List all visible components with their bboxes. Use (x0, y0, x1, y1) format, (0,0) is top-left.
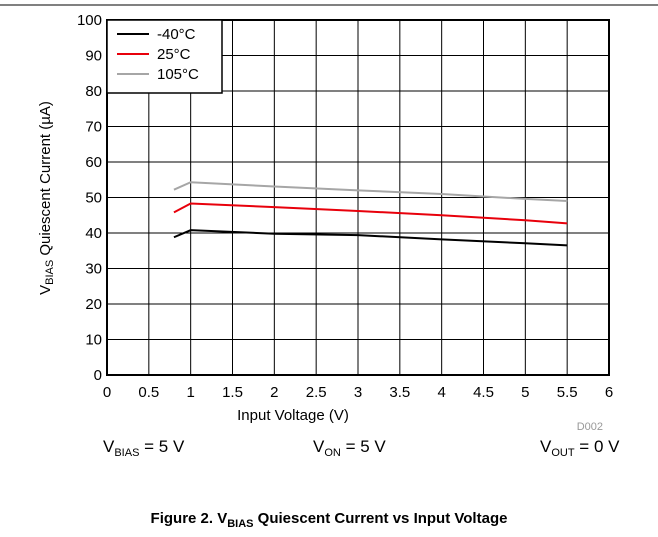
x-tick-label: 5.5 (557, 384, 578, 401)
x-tick-label: 0.5 (138, 384, 159, 401)
legend-label: 105°C (157, 66, 199, 83)
x-tick-label: 3.5 (389, 384, 410, 401)
caption-rest: Quiescent Current vs Input Voltage (254, 510, 508, 527)
cond-rest: = 0 V (575, 437, 621, 456)
x-tick-label: 1.5 (222, 384, 243, 401)
y-tick-label: 0 (94, 367, 102, 384)
y-label-sub: BIAS (44, 260, 56, 285)
x-tick-label: 3 (354, 384, 362, 401)
y-tick-label: 100 (77, 12, 102, 29)
y-tick-label: 60 (85, 154, 102, 171)
y-tick-label: 80 (85, 83, 102, 100)
figure-code: D002 (577, 421, 603, 433)
cond-sub: BIAS (114, 447, 139, 459)
x-tick-label: 0 (103, 384, 111, 401)
cond-sub: OUT (551, 447, 575, 459)
condition: VBIAS = 5 V (103, 437, 185, 459)
condition: VOUT = 0 V (540, 437, 620, 459)
cond-base: V (313, 437, 325, 456)
x-tick-label: 5 (521, 384, 529, 401)
y-tick-label: 70 (85, 119, 102, 136)
legend-label: -40°C (157, 26, 196, 43)
condition: VON = 5 V (313, 437, 386, 459)
y-tick-label: 40 (85, 225, 102, 242)
cond-rest: = 5 V (139, 437, 185, 456)
series-line (173, 202, 568, 225)
series-line (173, 229, 568, 247)
y-label-base: V (37, 285, 54, 295)
legend-label: 25°C (157, 46, 191, 63)
y-tick-label: 20 (85, 296, 102, 313)
cond-rest: = 5 V (341, 437, 387, 456)
x-tick-label: 4 (437, 384, 445, 401)
x-axis-label: Input Voltage (V) (237, 407, 349, 424)
plot-border (106, 19, 610, 376)
legend-box (106, 19, 223, 94)
y-tick-label: 90 (85, 48, 102, 65)
cond-base: V (540, 437, 552, 456)
y-tick-label: 10 (85, 332, 102, 349)
x-tick-label: 6 (605, 384, 613, 401)
caption: Figure 2. VBIAS Quiescent Current vs Inp… (151, 510, 508, 530)
x-tick-label: 4.5 (473, 384, 494, 401)
x-tick-label: 2.5 (306, 384, 327, 401)
caption-sub: BIAS (227, 518, 253, 530)
series-line (173, 181, 568, 203)
y-tick-label: 50 (85, 190, 102, 207)
caption-base: Figure 2. V (151, 510, 228, 527)
cond-base: V (103, 437, 115, 456)
x-tick-label: 1 (186, 384, 194, 401)
x-tick-label: 2 (270, 384, 278, 401)
y-label-rest: Quiescent Current (µA) (37, 101, 54, 260)
y-axis-label: VBIAS Quiescent Current (µA) (37, 101, 56, 295)
cond-sub: ON (324, 447, 341, 459)
y-tick-label: 30 (85, 261, 102, 278)
